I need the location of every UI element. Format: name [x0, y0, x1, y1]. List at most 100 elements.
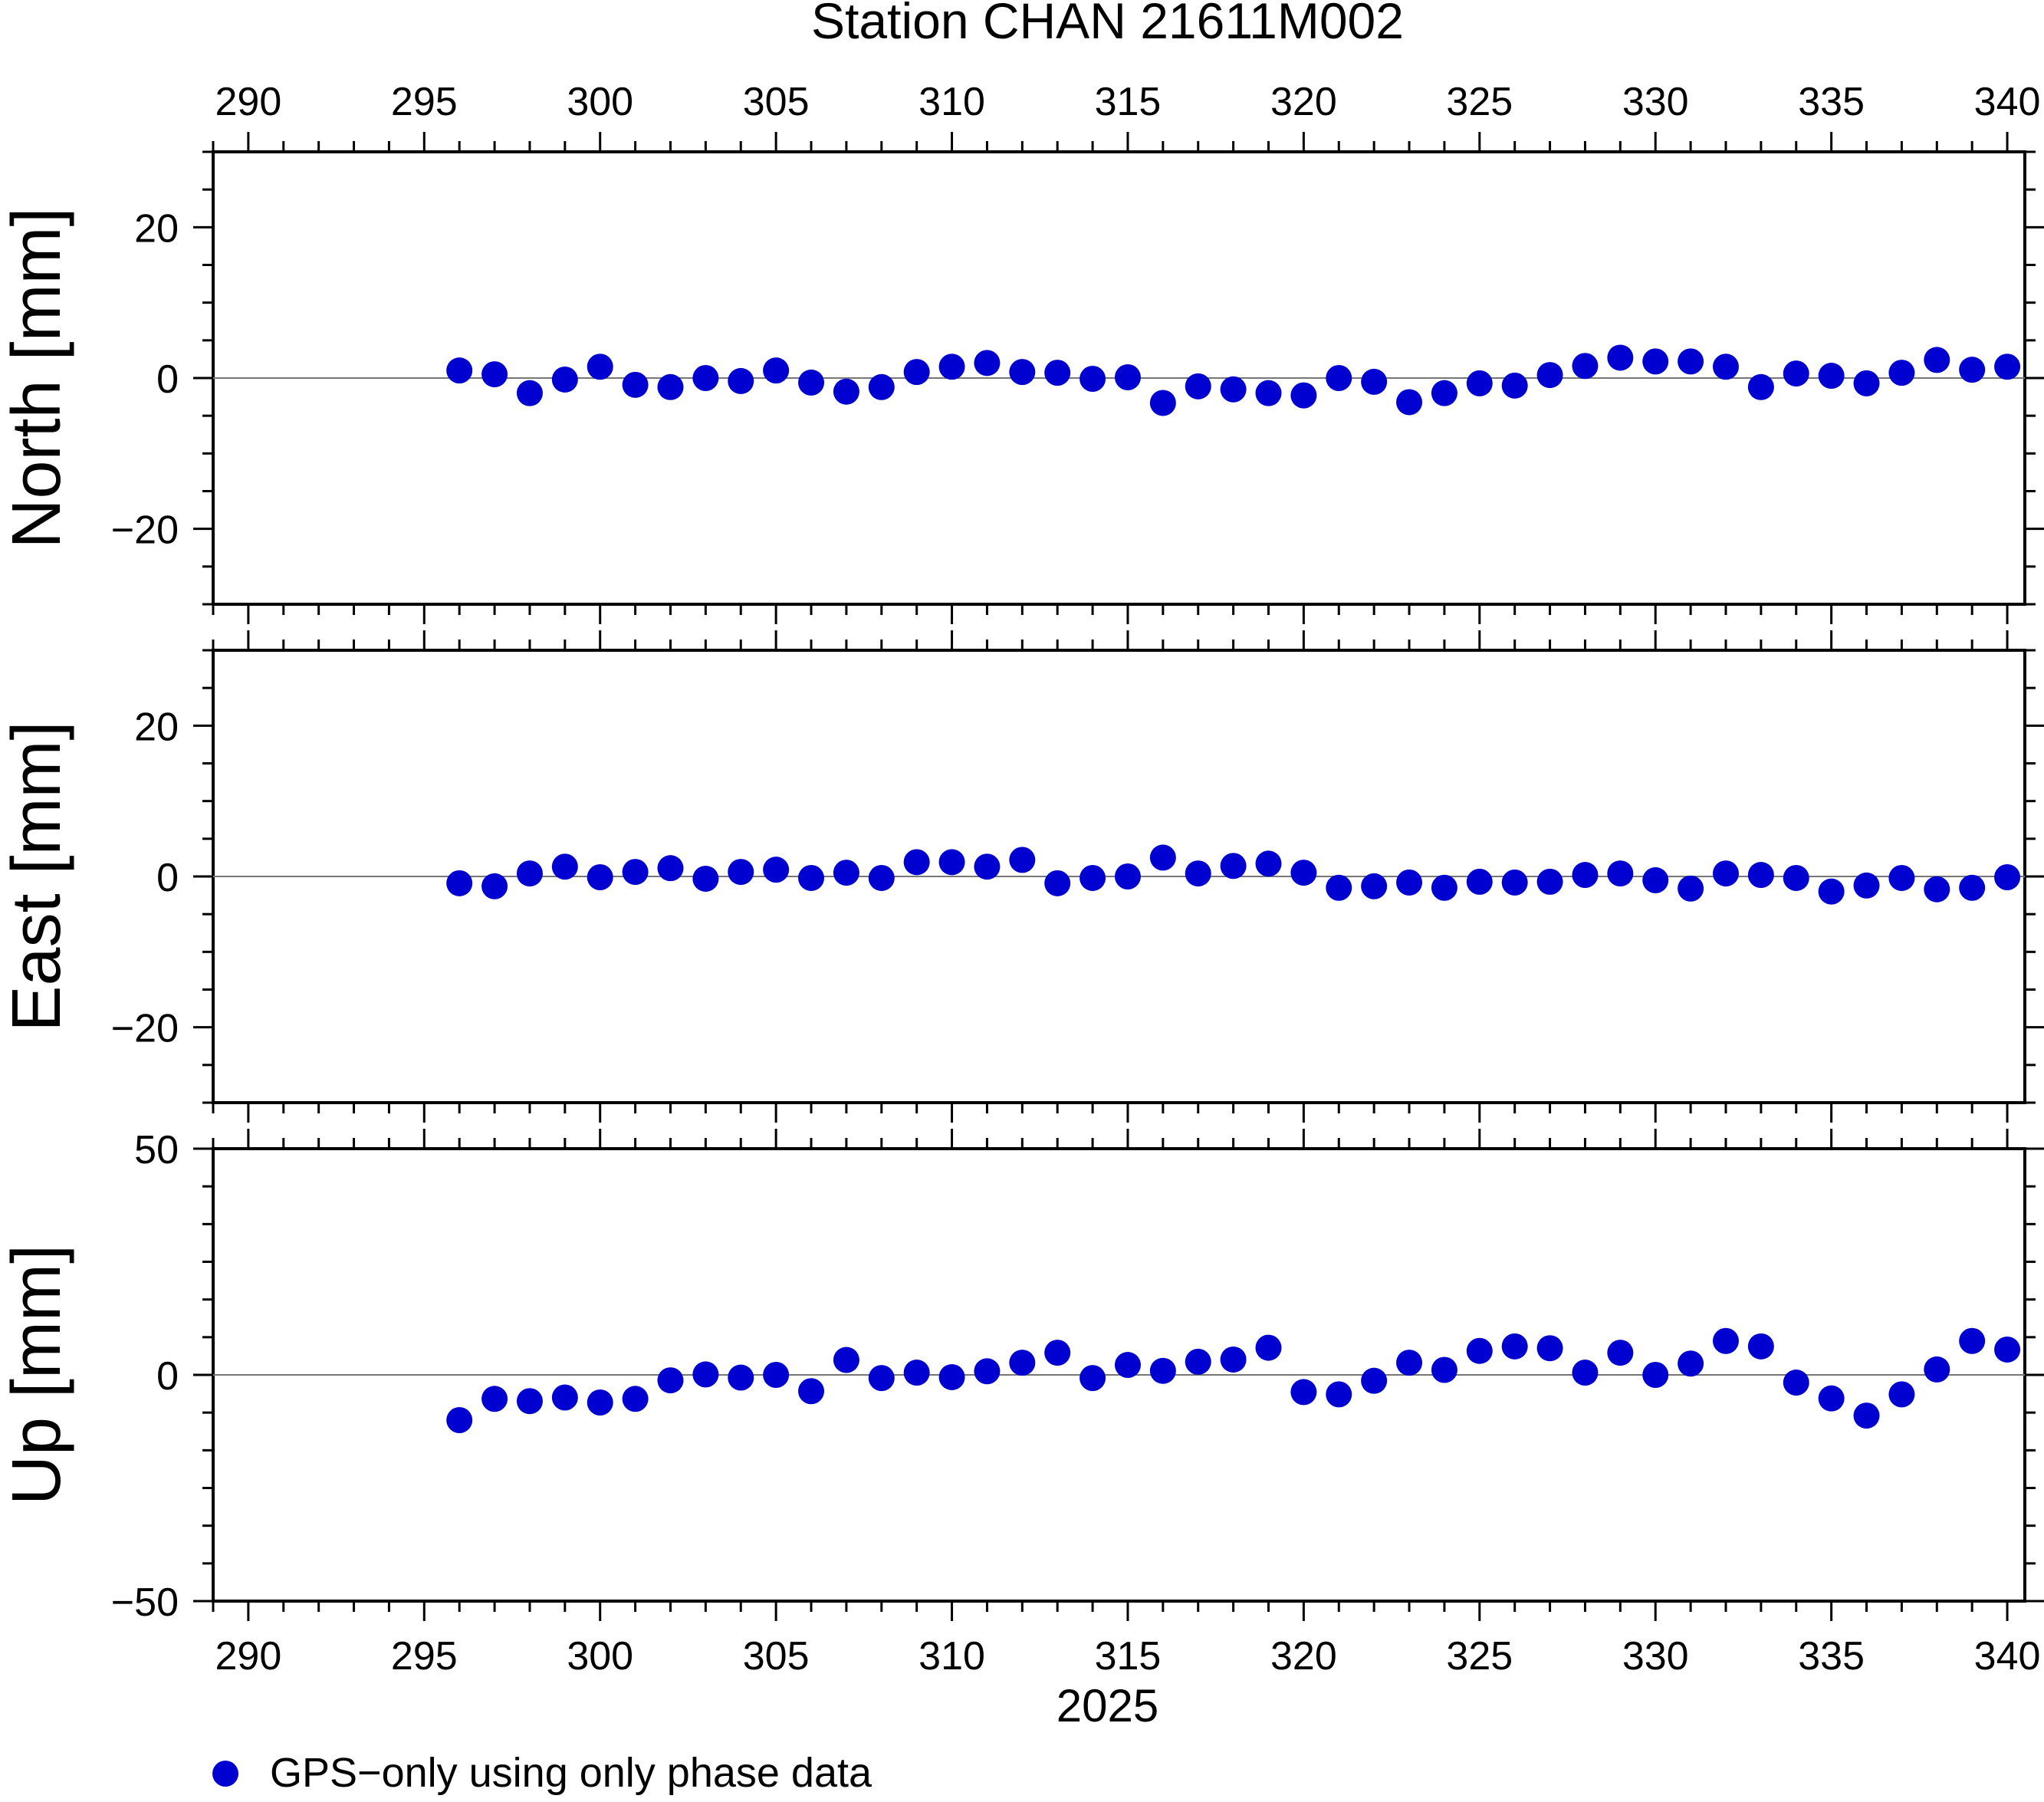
- data-point: [1994, 353, 2021, 380]
- data-point: [833, 378, 859, 405]
- data-point: [1712, 353, 1739, 380]
- data-point: [1888, 1381, 1915, 1408]
- data-point: [763, 857, 790, 883]
- data-point: [974, 853, 1001, 880]
- data-point: [1009, 359, 1036, 386]
- data-point: [587, 1389, 613, 1416]
- data-point: [1607, 860, 1634, 887]
- x-tick-label-bottom: 310: [918, 1634, 985, 1679]
- x-tick-label-top: 340: [1974, 80, 2041, 124]
- data-point: [1959, 357, 1986, 383]
- data-point: [1536, 1335, 1563, 1362]
- data-point: [1466, 1337, 1493, 1364]
- data-point: [1361, 368, 1388, 395]
- y-tick-label: −20: [111, 1007, 179, 1051]
- data-point: [833, 1347, 859, 1373]
- data-point: [657, 1367, 684, 1394]
- data-point: [1080, 864, 1106, 891]
- y-tick-label: 0: [156, 1354, 179, 1399]
- data-point: [1501, 869, 1528, 896]
- data-point: [692, 1361, 719, 1388]
- data-point: [622, 859, 649, 886]
- data-point: [903, 849, 930, 876]
- data-point: [938, 849, 965, 876]
- y-tick-label: 20: [134, 705, 179, 749]
- data-point: [798, 369, 825, 396]
- data-point: [1114, 1352, 1141, 1379]
- data-point: [1326, 365, 1352, 391]
- data-point: [1712, 1327, 1739, 1354]
- data-point: [1572, 353, 1599, 380]
- data-point: [1678, 1350, 1704, 1377]
- legend-marker: [212, 1761, 238, 1787]
- x-tick-label-top: 295: [391, 80, 458, 124]
- data-point: [1572, 862, 1599, 889]
- data-point: [622, 1386, 649, 1412]
- legend-label: GPS−only using only phase data: [270, 1750, 872, 1796]
- data-point: [1888, 864, 1915, 891]
- data-point: [1994, 1336, 2021, 1363]
- data-point: [1431, 874, 1457, 901]
- data-point: [868, 864, 895, 891]
- data-point: [1959, 874, 1986, 901]
- data-point: [1994, 863, 2021, 890]
- data-point: [622, 371, 649, 398]
- x-tick-label-bottom: 305: [743, 1634, 810, 1679]
- y-tick-label: 50: [134, 1128, 179, 1172]
- data-point: [1853, 370, 1880, 396]
- data-point: [481, 873, 508, 899]
- data-point: [1185, 1348, 1211, 1375]
- data-point: [551, 853, 578, 880]
- y-tick-label: 0: [156, 357, 179, 402]
- data-point: [551, 366, 578, 393]
- x-tick-label-bottom: 300: [567, 1634, 633, 1679]
- data-point: [516, 380, 543, 406]
- data-point: [1149, 390, 1176, 416]
- data-point: [1818, 363, 1845, 390]
- x-tick-label-top: 330: [1622, 80, 1689, 124]
- data-point: [1783, 864, 1809, 891]
- data-point: [657, 855, 684, 882]
- data-point: [1747, 1333, 1774, 1360]
- x-tick-label-bottom: 290: [215, 1634, 282, 1679]
- data-point: [938, 1363, 965, 1390]
- data-point: [551, 1384, 578, 1411]
- data-point: [1818, 878, 1845, 905]
- data-point: [903, 359, 930, 386]
- data-point: [728, 1364, 754, 1391]
- data-point: [1924, 1356, 1950, 1383]
- data-point: [1431, 1356, 1457, 1383]
- data-point: [1396, 1350, 1423, 1376]
- data-point: [1009, 847, 1036, 873]
- x-tick-label-bottom: 320: [1270, 1634, 1337, 1679]
- y-tick-label: 20: [134, 206, 179, 251]
- data-point: [1924, 876, 1950, 903]
- data-point: [1678, 348, 1704, 375]
- y-tick-label: −50: [111, 1580, 179, 1625]
- data-point: [1361, 1367, 1388, 1394]
- data-point: [1396, 869, 1423, 896]
- data-point: [516, 860, 543, 887]
- data-point: [1536, 868, 1563, 895]
- data-point: [692, 365, 719, 391]
- data-point: [1149, 844, 1176, 871]
- data-point: [1114, 364, 1141, 391]
- data-point: [1607, 344, 1634, 371]
- data-point: [446, 1407, 473, 1433]
- data-point: [1642, 1362, 1669, 1388]
- data-point: [1255, 380, 1282, 406]
- data-point: [1326, 874, 1352, 901]
- data-point: [728, 367, 754, 394]
- x-tick-label-top: 320: [1270, 80, 1337, 124]
- y-tick-label: 0: [156, 856, 179, 900]
- data-point: [974, 350, 1001, 377]
- data-point: [1255, 1334, 1282, 1361]
- data-point: [1044, 870, 1071, 896]
- data-point: [1783, 1370, 1809, 1396]
- data-point: [1290, 382, 1317, 409]
- x-tick-label-bottom: 325: [1446, 1634, 1513, 1679]
- data-point: [1853, 1402, 1880, 1429]
- data-point: [763, 357, 790, 384]
- data-point: [1080, 365, 1106, 392]
